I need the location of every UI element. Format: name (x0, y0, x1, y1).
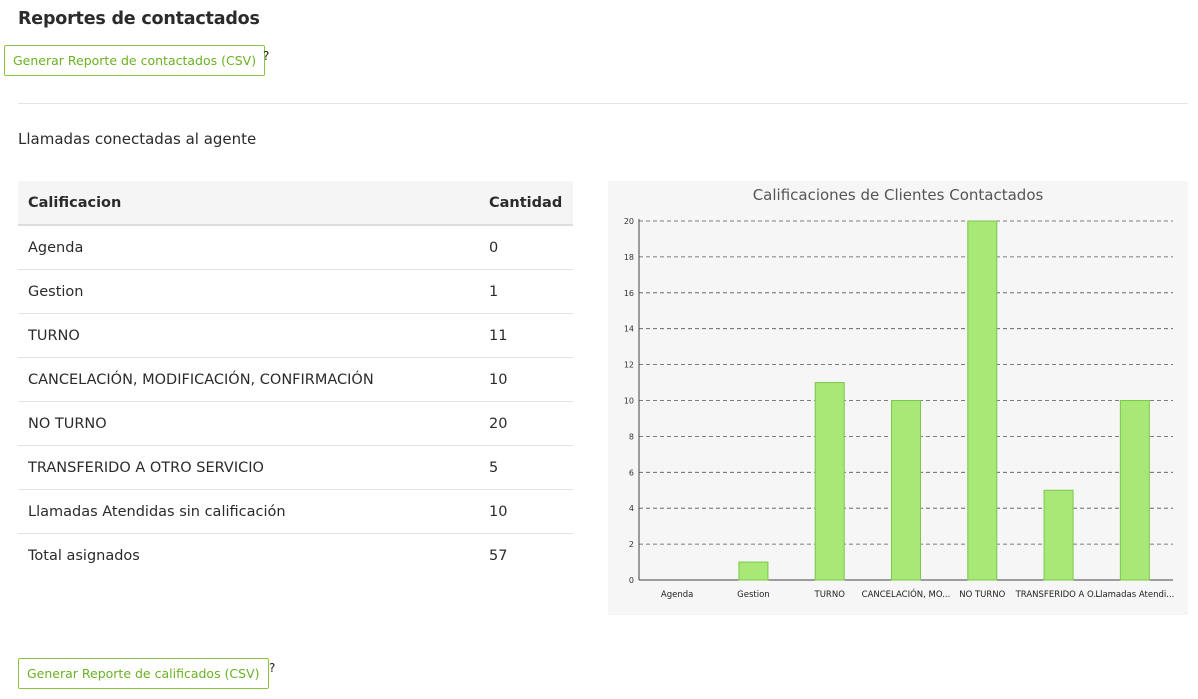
x-tick-label: TURNO (814, 590, 846, 600)
table-row: Total asignados 57 (18, 534, 573, 578)
table-row: Agenda 0 (18, 225, 573, 270)
generate-contactados-csv-button[interactable]: Generar Reporte de contactados (CSV) (4, 45, 266, 76)
y-tick-label: 0 (629, 576, 634, 585)
y-tick-label: 18 (624, 253, 634, 262)
bar (967, 220, 998, 581)
row-value: 5 (479, 445, 573, 490)
y-tick-label: 8 (629, 432, 634, 441)
row-label: NO TURNO (18, 401, 479, 446)
row-label: Llamadas Atendidas sin calificación (18, 489, 479, 534)
divider (18, 103, 1188, 104)
y-tick-label: 14 (624, 325, 634, 334)
help-icon[interactable]: ? (269, 661, 276, 675)
bar (891, 400, 921, 581)
x-tick-label: TRANSFERIDO A O... (1015, 590, 1102, 600)
calificaciones-chart: Calificaciones de Clientes Contactados 0… (608, 181, 1188, 615)
row-value: 57 (489, 547, 508, 564)
bar (814, 382, 845, 581)
table-row: TURNO 11 (18, 313, 573, 358)
x-tick-label: Gestion (737, 590, 770, 600)
generate-calificados-csv-button[interactable]: Generar Reporte de calificados (CSV) (18, 658, 269, 689)
chart-canvas: Calificaciones de Clientes Contactados 0… (624, 186, 1175, 600)
calificaciones-table: Calificacion Cantidad Agenda 0 Gestion 1… (18, 181, 573, 577)
y-tick-label: 20 (624, 217, 634, 226)
section-title: Llamadas conectadas al agente (18, 130, 257, 148)
row-label: Gestion (18, 269, 479, 314)
table-header-row: Calificacion Cantidad (18, 181, 573, 226)
row-value: 10 (479, 357, 573, 402)
table-row: Llamadas Atendidas sin calificación 10 (18, 489, 573, 534)
bar (738, 561, 769, 581)
row-value: 20 (479, 401, 573, 446)
row-label: TURNO (18, 313, 479, 358)
y-tick-label: 12 (624, 361, 634, 370)
row-label: Agenda (18, 225, 479, 270)
table-row: NO TURNO 20 (18, 401, 573, 446)
chart-title: Calificaciones de Clientes Contactados (753, 186, 1044, 204)
y-tick-label: 10 (624, 397, 634, 406)
page-title: Reportes de contactados (18, 9, 260, 29)
header-calificacion: Calificacion (18, 181, 479, 226)
bar (1119, 400, 1150, 581)
table-row: TRANSFERIDO A OTRO SERVICIO 5 (18, 445, 573, 490)
x-tick-label: CANCELACIÓN, MO... (862, 588, 951, 600)
y-tick-label: 4 (629, 504, 634, 513)
row-value: 11 (479, 313, 573, 358)
y-tick-label: 2 (629, 540, 634, 549)
y-tick-label: 16 (624, 289, 634, 298)
x-tick-label: Llamadas Atendi... (1095, 590, 1174, 600)
bar (1043, 489, 1074, 581)
x-tick-label: NO TURNO (959, 590, 1005, 600)
row-label: TRANSFERIDO A OTRO SERVICIO (18, 445, 479, 490)
header-cantidad: Cantidad (479, 181, 573, 226)
y-tick-label: 6 (629, 468, 634, 477)
x-tick-label: Agenda (661, 590, 693, 600)
row-label: CANCELACIÓN, MODIFICACIÓN, CONFIRMACIÓN (18, 357, 479, 402)
help-icon[interactable]: ? (263, 49, 270, 63)
row-value: 1 (479, 269, 573, 314)
table-row: Gestion 1 (18, 269, 573, 314)
row-value: 10 (479, 489, 573, 534)
row-value: 0 (479, 225, 573, 270)
table-row: CANCELACIÓN, MODIFICACIÓN, CONFIRMACIÓN … (18, 357, 573, 402)
row-label: Total asignados (28, 547, 140, 564)
